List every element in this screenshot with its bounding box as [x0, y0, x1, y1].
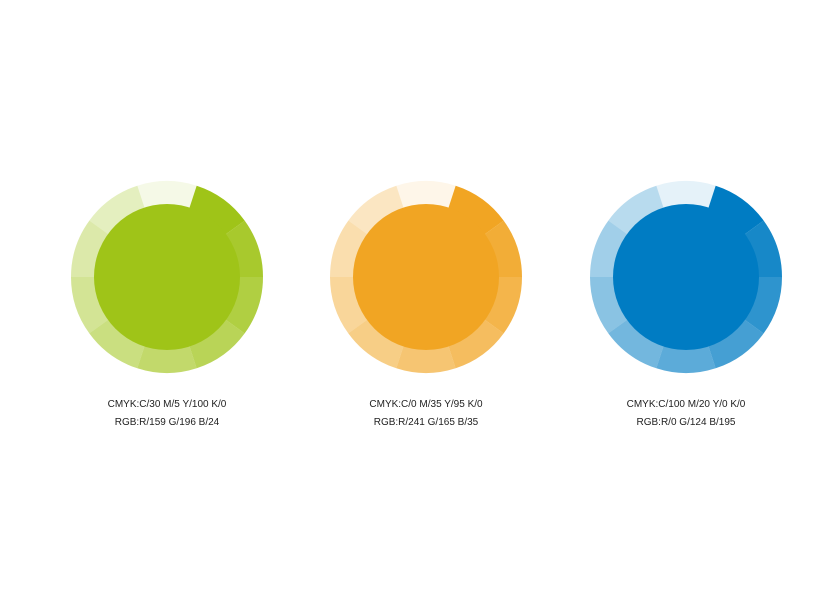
rgb-label: RGB:R/0 G/124 B/195 [636, 417, 736, 428]
ring-segment [225, 277, 263, 334]
color-wheel-blue [590, 181, 782, 373]
ring-segment [656, 181, 716, 209]
ring-segment [484, 220, 522, 277]
cmyk-label: CMYK:C/0 M/35 Y/95 K/0 [369, 399, 483, 410]
ring-segment [71, 220, 109, 277]
cmyk-label: CMYK:C/30 M/5 Y/100 K/0 [107, 399, 227, 410]
swatch-orange: CMYK:C/0 M/35 Y/95 K/0 RGB:R/241 G/165 B… [326, 179, 526, 439]
ring-segment [330, 277, 368, 334]
center-color-disc [94, 204, 240, 350]
ring-segment [189, 319, 245, 369]
ring-segment [708, 185, 764, 235]
ring-segment [225, 220, 263, 277]
ring-segment [89, 319, 145, 369]
ring-segment [484, 277, 522, 334]
cmyk-label: CMYK:C/100 M/20 Y/0 K/0 [626, 399, 746, 410]
ring-segment [330, 220, 368, 277]
rgb-label: RGB:R/159 G/196 B/24 [114, 417, 220, 428]
swatch-blue: CMYK:C/100 M/20 Y/0 K/0 RGB:R/0 G/124 B/… [586, 179, 786, 439]
ring-segment [608, 319, 664, 369]
ring-segment [744, 220, 782, 277]
swatch-green: CMYK:C/30 M/5 Y/100 K/0 RGB:R/159 G/196 … [67, 179, 267, 439]
center-color-disc [613, 204, 759, 350]
ring-segment [448, 319, 504, 369]
ring-segment [71, 277, 109, 334]
ring-segment [396, 345, 456, 373]
ring-segment [656, 345, 716, 373]
ring-segment [396, 181, 456, 209]
ring-segment [137, 181, 197, 209]
ring-segment [608, 185, 664, 235]
ring-segment [189, 185, 245, 235]
ring-segment [744, 277, 782, 334]
ring-segment [708, 319, 764, 369]
ring-segment [348, 185, 404, 235]
ring-segment [348, 319, 404, 369]
rgb-label: RGB:R/241 G/165 B/35 [373, 417, 479, 428]
ring-segment [137, 345, 197, 373]
ring-segment [590, 220, 628, 277]
color-wheel-orange [330, 181, 522, 373]
color-wheel-green [71, 181, 263, 373]
ring-segment [590, 277, 628, 334]
ring-segment [448, 185, 504, 235]
center-color-disc [353, 204, 499, 350]
ring-segment [89, 185, 145, 235]
